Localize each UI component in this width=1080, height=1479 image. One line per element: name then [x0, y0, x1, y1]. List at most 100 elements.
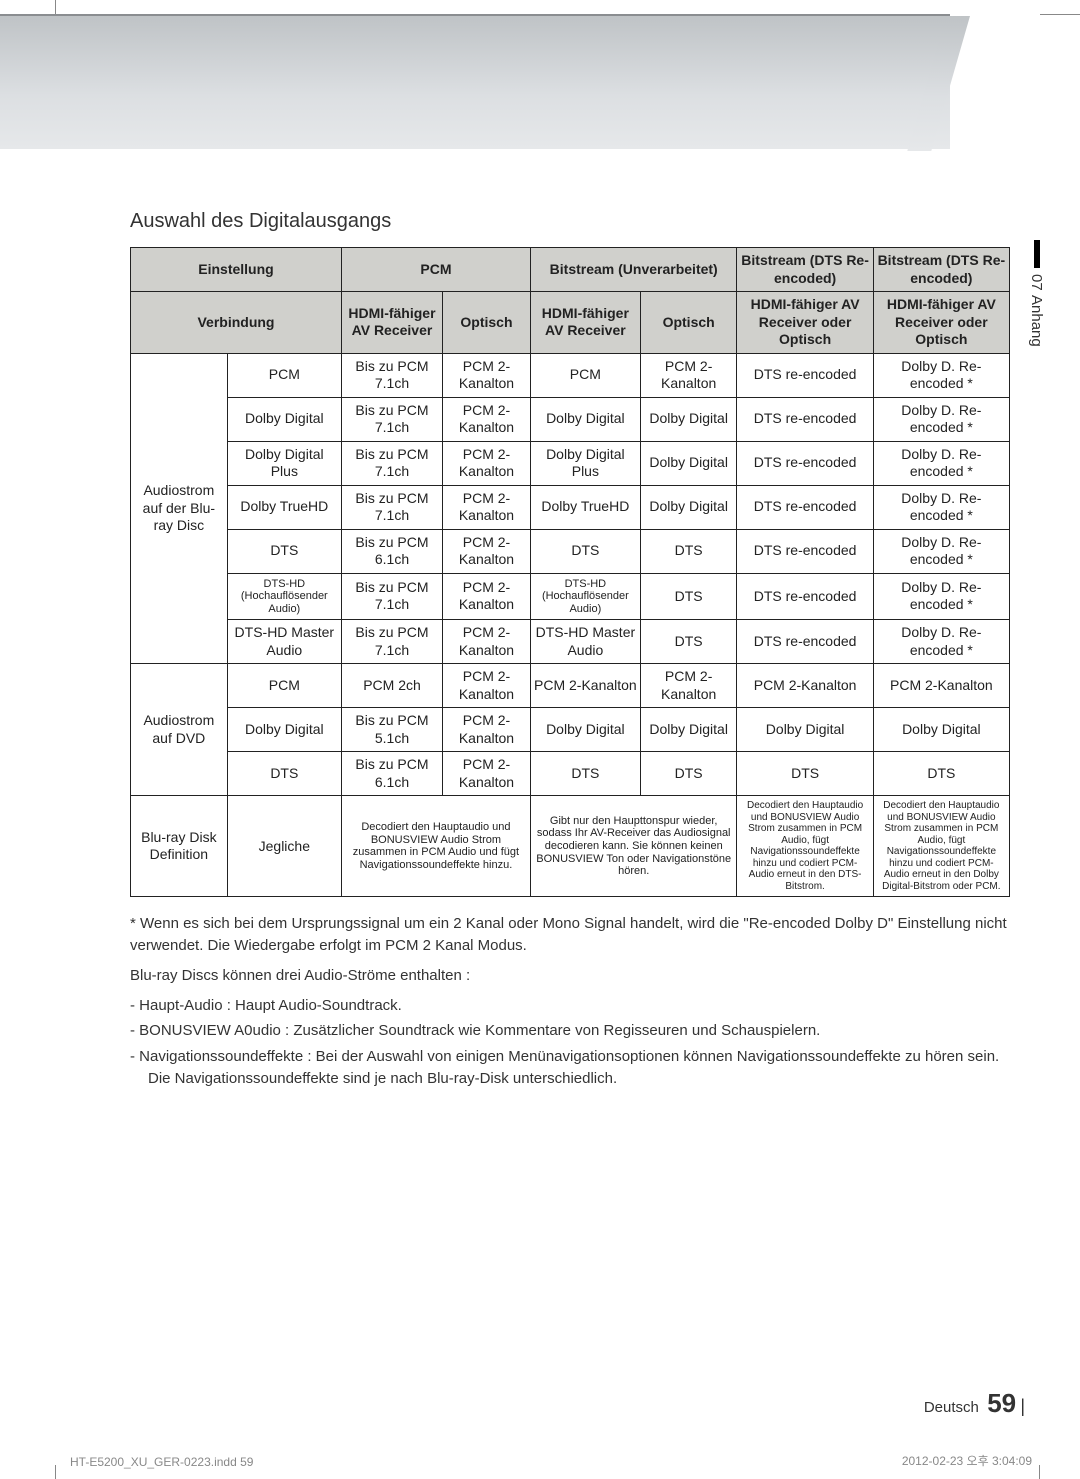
cell: PCM 2ch — [341, 664, 442, 708]
header-hdmi-opt2: HDMI-fähiger AV Receiver oder Optisch — [873, 292, 1009, 354]
cell: PCM 2-Kanalton — [640, 353, 737, 397]
header-hdmi-av: HDMI-fähiger AV Receiver — [341, 292, 442, 354]
table-row: DTS Bis zu PCM 6.1chPCM 2-Kanalton DTSDT… — [131, 752, 1010, 796]
table-row: Dolby Digital Bis zu PCM 5.1chPCM 2-Kana… — [131, 708, 1010, 752]
cell: Dolby TrueHD — [227, 485, 341, 529]
cell: Decodiert den Hauptaudio und BONUSVIEW A… — [873, 796, 1009, 897]
footnote-star: * Wenn es sich bei dem Ursprungssignal u… — [130, 913, 1010, 957]
note-item: - Haupt-Audio : Haupt Audio-Soundtrack. — [130, 995, 1010, 1017]
cell: DTS — [873, 752, 1009, 796]
cell: Bis zu PCM 7.1ch — [341, 620, 442, 664]
cell: PCM 2-Kanalton — [443, 441, 531, 485]
cell: PCM — [227, 664, 341, 708]
cell: Bis zu PCM 6.1ch — [341, 529, 442, 573]
cell: PCM 2-Kanalton — [530, 664, 640, 708]
cell: Bis zu PCM 7.1ch — [341, 573, 442, 620]
cell: DTS-HD Master Audio — [530, 620, 640, 664]
table-row: Audiostrom auf der Blu-ray Disc PCM Bis … — [131, 353, 1010, 397]
footer-filename: HT-E5200_XU_GER-0223.indd 59 — [70, 1455, 253, 1469]
header-hdmi-av2: HDMI-fähiger AV Receiver — [530, 292, 640, 354]
cell: Dolby Digital — [227, 397, 341, 441]
cell: Dolby D. Re-encoded * — [873, 353, 1009, 397]
cell: Gibt nur den Haupttonspur wieder, sodass… — [530, 796, 737, 897]
side-chapter-tab: 07 Anhang — [1028, 240, 1045, 346]
cell: PCM 2-Kanalton — [443, 708, 531, 752]
tab-number: 07 — [1028, 274, 1045, 291]
cell: DTS — [530, 752, 640, 796]
cell: DTS re-encoded — [737, 397, 873, 441]
cell: PCM 2-Kanalton — [443, 397, 531, 441]
header-optisch: Optisch — [443, 292, 531, 354]
cell: DTS-HD Master Audio — [227, 620, 341, 664]
table-header-row: Einstellung PCM Bitstream (Unverarbeitet… — [131, 248, 1010, 292]
cell: PCM 2-Kanalton — [443, 664, 531, 708]
group-dvd: Audiostrom auf DVD — [131, 664, 228, 796]
notes-block: * Wenn es sich bei dem Ursprungssignal u… — [130, 913, 1010, 1089]
cell: Decodiert den Hauptaudio und BONUSVIEW A… — [341, 796, 530, 897]
cell: PCM 2-Kanalton — [443, 573, 531, 620]
cell: DTS — [640, 529, 737, 573]
cell: Jegliche — [227, 796, 341, 897]
cell: DTS — [640, 573, 737, 620]
cell: PCM 2-Kanalton — [443, 620, 531, 664]
cell: Dolby D. Re-encoded * — [873, 529, 1009, 573]
note-item: - BONUSVIEW A0udio : Zusätzlicher Soundt… — [130, 1020, 1010, 1042]
cell: DTS re-encoded — [737, 353, 873, 397]
cell: Dolby Digital — [530, 708, 640, 752]
cell: Bis zu PCM 5.1ch — [341, 708, 442, 752]
header-pcm: PCM — [341, 248, 530, 292]
cell: Dolby D. Re-encoded * — [873, 573, 1009, 620]
crop-mark — [1040, 14, 1080, 15]
cell: Dolby Digital Plus — [227, 441, 341, 485]
cell: DTS re-encoded — [737, 529, 873, 573]
cell: DTS re-encoded — [737, 573, 873, 620]
cell: PCM 2-Kanalton — [443, 529, 531, 573]
tab-bar-icon — [1034, 240, 1040, 268]
cell: DTS re-encoded — [737, 485, 873, 529]
cell: Bis zu PCM 7.1ch — [341, 485, 442, 529]
header-optisch2: Optisch — [640, 292, 737, 354]
note-item: - Navigationssoundeffekte : Bei der Ausw… — [130, 1046, 1010, 1090]
table-row: Dolby TrueHD Bis zu PCM 7.1chPCM 2-Kanal… — [131, 485, 1010, 529]
cell: PCM 2-Kanalton — [443, 485, 531, 529]
cell: Dolby D. Re-encoded * — [873, 441, 1009, 485]
cell: Dolby D. Re-encoded * — [873, 620, 1009, 664]
table-row: Blu-ray Disk Definition Jegliche Decodie… — [131, 796, 1010, 897]
cell: Dolby D. Re-encoded * — [873, 485, 1009, 529]
header-gradient-band — [0, 14, 950, 149]
cell: Dolby Digital — [737, 708, 873, 752]
cell: Dolby Digital — [227, 708, 341, 752]
table-row: Audiostrom auf DVD PCM PCM 2chPCM 2-Kana… — [131, 664, 1010, 708]
header-einstellung: Einstellung — [131, 248, 342, 292]
cell: Bis zu PCM 6.1ch — [341, 752, 442, 796]
cell: PCM 2-Kanalton — [443, 353, 531, 397]
crop-mark — [55, 1465, 56, 1479]
cell: Bis zu PCM 7.1ch — [341, 441, 442, 485]
group-bluray: Audiostrom auf der Blu-ray Disc — [131, 353, 228, 664]
header-hdmi-opt1: HDMI-fähiger AV Receiver oder Optisch — [737, 292, 873, 354]
page-number: Deutsch 59 | — [924, 1388, 1025, 1419]
cell: DTS re-encoded — [737, 620, 873, 664]
page-num-value: 59 — [987, 1388, 1016, 1418]
header-bitstream-raw: Bitstream (Unverarbeitet) — [530, 248, 737, 292]
cell: DTS-HD (Hochauflösender Audio) — [227, 573, 341, 620]
footer-timestamp: 2012-02-23 오후 3:04:09 — [902, 1452, 1032, 1469]
table-row: Dolby Digital Bis zu PCM 7.1chPCM 2-Kana… — [131, 397, 1010, 441]
cell: Dolby Digital — [530, 397, 640, 441]
cell: PCM — [227, 353, 341, 397]
cell: Bis zu PCM 7.1ch — [341, 353, 442, 397]
cell: Dolby Digital — [873, 708, 1009, 752]
cell: PCM — [530, 353, 640, 397]
header-verbindung: Verbindung — [131, 292, 342, 354]
header-bitstream-dts2: Bitstream (DTS Re-encoded) — [873, 248, 1009, 292]
digital-output-table: Einstellung PCM Bitstream (Unverarbeitet… — [130, 247, 1010, 897]
section-title: Auswahl des Digitalausgangs — [130, 210, 1010, 233]
table-row: Dolby Digital Plus Bis zu PCM 7.1chPCM 2… — [131, 441, 1010, 485]
tab-label: Anhang — [1028, 295, 1045, 347]
cell: Dolby Digital — [640, 708, 737, 752]
cell: Bis zu PCM 7.1ch — [341, 397, 442, 441]
cell: DTS-HD (Hochauflösender Audio) — [530, 573, 640, 620]
cell: Decodiert den Hauptaudio und BONUSVIEW A… — [737, 796, 873, 897]
cell: DTS — [227, 529, 341, 573]
crop-mark — [1039, 1465, 1040, 1479]
